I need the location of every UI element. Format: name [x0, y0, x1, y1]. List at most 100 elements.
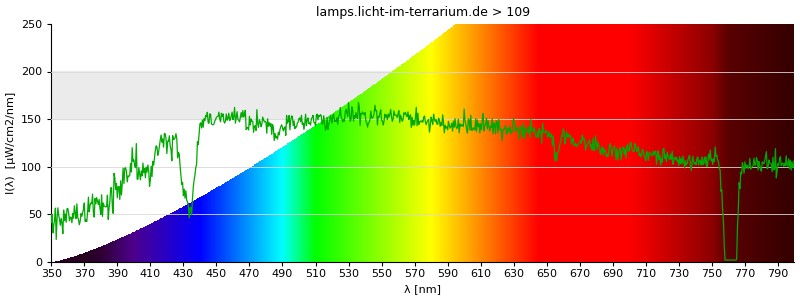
Bar [767, 24, 768, 262]
Bar [623, 24, 624, 262]
Bar [748, 24, 749, 262]
Bar [596, 24, 597, 262]
Bar [740, 24, 741, 262]
Bar [741, 24, 742, 262]
Bar [398, 67, 399, 262]
Bar [672, 24, 673, 262]
Bar [525, 24, 526, 262]
Bar [313, 127, 314, 262]
Bar [597, 24, 598, 262]
Bar [665, 24, 666, 262]
Bar [348, 103, 349, 262]
Bar [130, 233, 131, 262]
Bar [775, 24, 776, 262]
Bar [536, 24, 537, 262]
Bar [649, 24, 650, 262]
Bar [611, 24, 612, 262]
Bar [464, 24, 465, 262]
Bar [431, 42, 432, 262]
Bar [634, 24, 635, 262]
Bar [539, 24, 540, 262]
Bar [230, 179, 231, 262]
Bar [123, 237, 124, 262]
Bar [509, 24, 510, 262]
Bar [712, 24, 713, 262]
Bar [160, 218, 161, 262]
Bar [642, 24, 643, 262]
Bar [372, 86, 373, 262]
Bar [257, 163, 258, 262]
Bar [456, 24, 457, 262]
Bar [737, 24, 738, 262]
Bar [404, 63, 405, 262]
Bar [693, 24, 694, 262]
Bar [179, 208, 180, 262]
Bar [172, 212, 173, 262]
Bar [530, 24, 531, 262]
Bar [371, 86, 372, 262]
Bar [382, 78, 383, 262]
Bar [145, 226, 146, 262]
Bar [340, 108, 341, 262]
Bar [691, 24, 692, 262]
Bar [667, 24, 668, 262]
Bar [764, 24, 765, 262]
Bar [84, 253, 85, 262]
Bar [80, 254, 81, 262]
Bar [494, 24, 495, 262]
Bar [765, 24, 766, 262]
Bar [65, 259, 66, 262]
Bar [706, 24, 707, 262]
Bar [120, 238, 121, 262]
Bar [294, 139, 295, 262]
Bar [322, 120, 323, 262]
Bar [161, 218, 162, 262]
Bar [384, 77, 385, 262]
Bar [154, 221, 155, 262]
Bar [319, 123, 320, 262]
Bar [486, 24, 487, 262]
Bar [673, 24, 674, 262]
Bar [69, 258, 70, 262]
Bar [448, 30, 449, 262]
Bar [768, 24, 769, 262]
Bar [211, 190, 212, 262]
Bar [700, 24, 701, 262]
Bar [497, 24, 498, 262]
Bar [638, 24, 639, 262]
Bar [776, 24, 777, 262]
Bar [616, 24, 617, 262]
Bar [327, 117, 328, 262]
Bar [628, 24, 629, 262]
Bar [64, 259, 65, 262]
Bar [518, 24, 519, 262]
Bar [316, 124, 317, 262]
Bar [476, 24, 477, 262]
Bar [110, 242, 111, 262]
Bar [336, 111, 337, 262]
Bar [242, 172, 243, 262]
Bar [567, 24, 568, 262]
Bar [604, 24, 605, 262]
Bar [516, 24, 517, 262]
Bar [782, 24, 783, 262]
Bar [259, 161, 260, 262]
Bar [298, 136, 299, 262]
Bar [350, 101, 351, 262]
Bar [317, 124, 318, 262]
Bar [152, 223, 153, 262]
Bar [159, 219, 160, 262]
Bar [156, 220, 157, 262]
Bar [553, 24, 554, 262]
Bar [469, 24, 470, 262]
Bar [318, 123, 319, 262]
Bar [58, 260, 59, 262]
Bar [783, 24, 784, 262]
Bar [261, 160, 262, 262]
Bar [392, 71, 393, 262]
Bar [101, 246, 102, 262]
Bar [89, 251, 90, 262]
Bar [246, 169, 247, 262]
Bar [757, 24, 758, 262]
Bar [562, 24, 563, 262]
